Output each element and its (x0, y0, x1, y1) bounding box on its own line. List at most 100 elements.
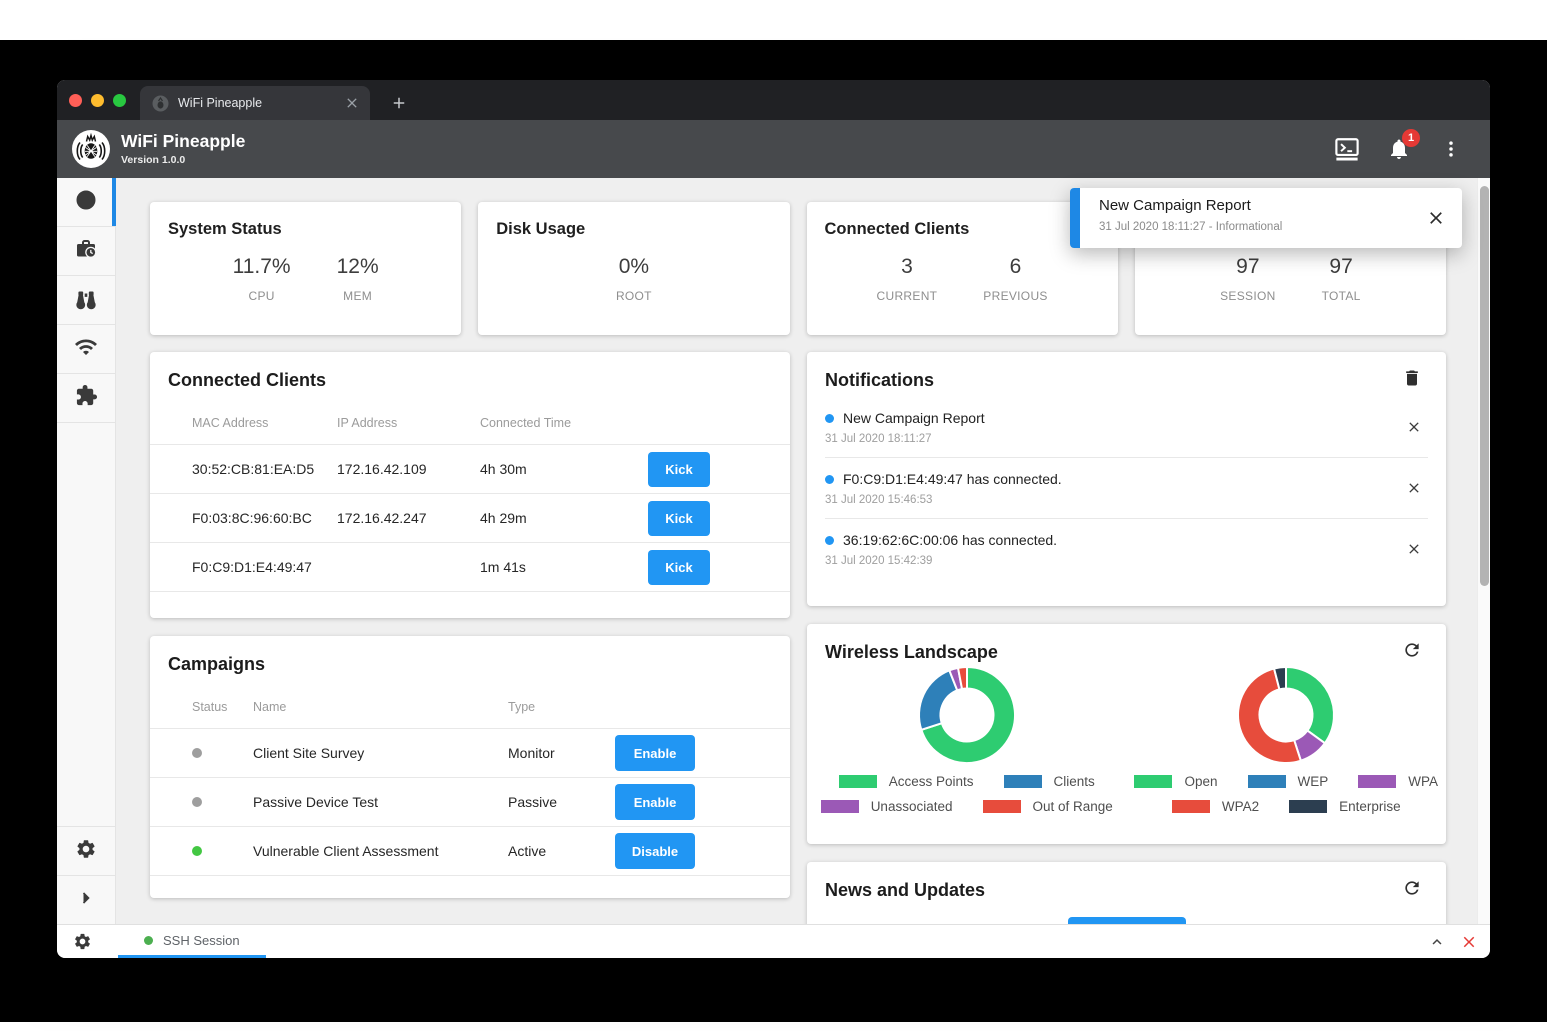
refresh-icon[interactable] (1402, 878, 1422, 898)
legend-row: Open WEP WPA (1134, 774, 1438, 789)
table-row: Vulnerable Client Assessment Active Disabl… (150, 827, 790, 876)
bell-icon[interactable]: 1 (1386, 129, 1420, 162)
donut-chart-svg (917, 665, 1016, 764)
legend-label: Out of Range (1032, 799, 1113, 814)
notification-dot-icon (825, 474, 834, 484)
trash-icon[interactable] (1402, 368, 1422, 388)
dismiss-x-icon[interactable] (1406, 480, 1422, 496)
legend-label: WPA2 (1221, 799, 1260, 814)
column-name: Name (253, 699, 287, 714)
sidebar-item-modules[interactable] (57, 374, 115, 423)
stat-card: Disk Usage 0% ROOT (478, 202, 790, 335)
stat-value: 0% (618, 255, 650, 278)
legend-item: Out of Range (982, 799, 1113, 814)
column-status: Status (192, 699, 228, 714)
stat-values: 0% ROOT (496, 255, 771, 303)
table-row: F0:03:8C:96:60:BC 172.16.42.247 4h 29m Kick (150, 494, 790, 543)
sidebar-item-expand[interactable] (57, 875, 115, 924)
table-row: Client Site Survey Monitor Enable (150, 729, 790, 778)
table-row: F0:C9:D1:E4:49:47 1m 41s Kick (150, 543, 790, 592)
wifi-pineapple-logo-icon (71, 129, 111, 169)
campaign-status-dot (192, 794, 253, 810)
sidebar-item-networking[interactable] (57, 325, 115, 374)
window-minimize-button[interactable] (91, 93, 104, 107)
app-version: Version 1.0.0 (121, 153, 186, 166)
app-title: WiFi Pineapple (121, 131, 246, 152)
gauge-icon (74, 188, 98, 217)
connected-clients-table-header: MAC Address IP Address Connected Time (150, 401, 790, 445)
campaigns-card: Campaigns Status Name Type Client Site S… (150, 636, 790, 898)
chevron-right-icon (76, 888, 96, 913)
stat-value-block: 12% MEM (337, 255, 379, 303)
legend-swatch (838, 775, 877, 788)
sidebar-item-settings[interactable] (57, 826, 115, 875)
window-close-button[interactable] (69, 93, 82, 107)
stat-label: TOTAL (1321, 289, 1361, 303)
window-zoom-button[interactable] (113, 93, 126, 107)
connected-clients-card: Connected Clients MAC Address IP Address… (150, 352, 790, 618)
campaign-type: Monitor (508, 745, 555, 761)
kick-button[interactable]: Kick (648, 500, 710, 536)
notifications-title: Notifications (825, 370, 935, 390)
ssh-session-tab[interactable]: SSH Session (118, 925, 266, 958)
notification-item: F0:C9:D1:E4:49:47 has connected. 31 Jul 2… (825, 458, 1428, 519)
terminal-settings-gear-icon[interactable] (73, 932, 92, 951)
notification-time: 31 Jul 2020 15:46:53 (825, 494, 933, 506)
toast-close-icon[interactable] (1426, 208, 1446, 228)
kick-button[interactable]: Kick (648, 451, 710, 487)
browser-window: WiFi Pineapple WiFi Pineapple Version 1.… (57, 80, 1490, 958)
wireless-landscape-card: Wireless Landscape Access Points Clients U… (807, 624, 1446, 844)
header-actions: 1 (1334, 129, 1464, 162)
sidebar-item-campaigns[interactable] (57, 227, 115, 276)
close-terminal-icon[interactable] (1460, 933, 1478, 951)
column-ip: IP Address (337, 415, 398, 430)
campaign-toggle-button[interactable]: Disable (615, 833, 695, 869)
table-row: 30:52:CB:81:EA:D5 172.16.42.109 4h 30m Kick (150, 445, 790, 494)
client-ip: 172.16.42.109 (337, 461, 427, 477)
stat-label: ROOT (615, 289, 652, 303)
dismiss-x-icon[interactable] (1406, 541, 1422, 557)
scrollbar-thumb[interactable] (1480, 186, 1489, 586)
notification-message: New Campaign Report (843, 410, 985, 426)
session-status-dot (144, 935, 153, 945)
kebab-menu-icon[interactable] (1438, 136, 1464, 162)
terminal-bar: SSH Session (57, 924, 1490, 958)
status-dot (192, 797, 202, 807)
legend-label: WEP (1297, 774, 1329, 789)
status-dot (192, 748, 202, 758)
terminal-icon[interactable] (1334, 136, 1360, 162)
notification-text: F0:C9:D1:E4:49:47 has connected. (825, 471, 1378, 487)
sidebar-item-dashboard[interactable] (57, 178, 116, 227)
collapse-chevron-up-icon[interactable] (1428, 933, 1446, 951)
stat-value: 11.7% (232, 255, 291, 278)
dashboard-content: System Status 11.7% CPU 12% MEM Disk Usage 0% R… (116, 178, 1477, 924)
client-mac: F0:C9:D1:E4:49:47 (192, 559, 312, 575)
notification-time: 31 Jul 2020 15:42:39 (825, 555, 933, 567)
sidebar-item-recon[interactable] (57, 276, 115, 325)
notification-item: New Campaign Report 31 Jul 2020 18:11:27 (825, 397, 1428, 458)
campaign-toggle-button[interactable]: Enable (615, 784, 695, 820)
legend-swatch (1289, 800, 1328, 813)
donut-slice-open (1285, 665, 1336, 745)
stat-label: PREVIOUS (983, 289, 1048, 303)
new-tab-button[interactable] (386, 90, 412, 116)
browser-tab[interactable]: WiFi Pineapple (140, 86, 370, 120)
notification-dot-icon (825, 535, 834, 545)
notification-badge: 1 (1402, 129, 1420, 147)
campaign-toggle-button[interactable]: Enable (615, 735, 695, 771)
donut-slice-clients (917, 669, 959, 732)
refresh-icon[interactable] (1402, 640, 1422, 660)
legend-row: Access Points Clients (838, 774, 1095, 789)
page-scrollbar[interactable] (1477, 178, 1490, 924)
toast-notification: New Campaign Report 31 Jul 2020 18:11:27… (1070, 188, 1462, 248)
tab-close-icon[interactable] (344, 95, 360, 111)
kick-button[interactable]: Kick (648, 549, 710, 585)
app-header: WiFi Pineapple Version 1.0.0 1 (57, 120, 1490, 178)
legend-item: Unassociated (820, 799, 953, 814)
dismiss-x-icon[interactable] (1406, 419, 1422, 435)
legend-item: Enterprise (1289, 799, 1401, 814)
stat-value: 6 (1009, 255, 1022, 278)
stat-values: 97 SESSION 97 TOTAL (1153, 255, 1428, 303)
news-load-button[interactable] (1067, 917, 1186, 924)
campaign-name: Vulnerable Client Assessment (253, 843, 439, 859)
